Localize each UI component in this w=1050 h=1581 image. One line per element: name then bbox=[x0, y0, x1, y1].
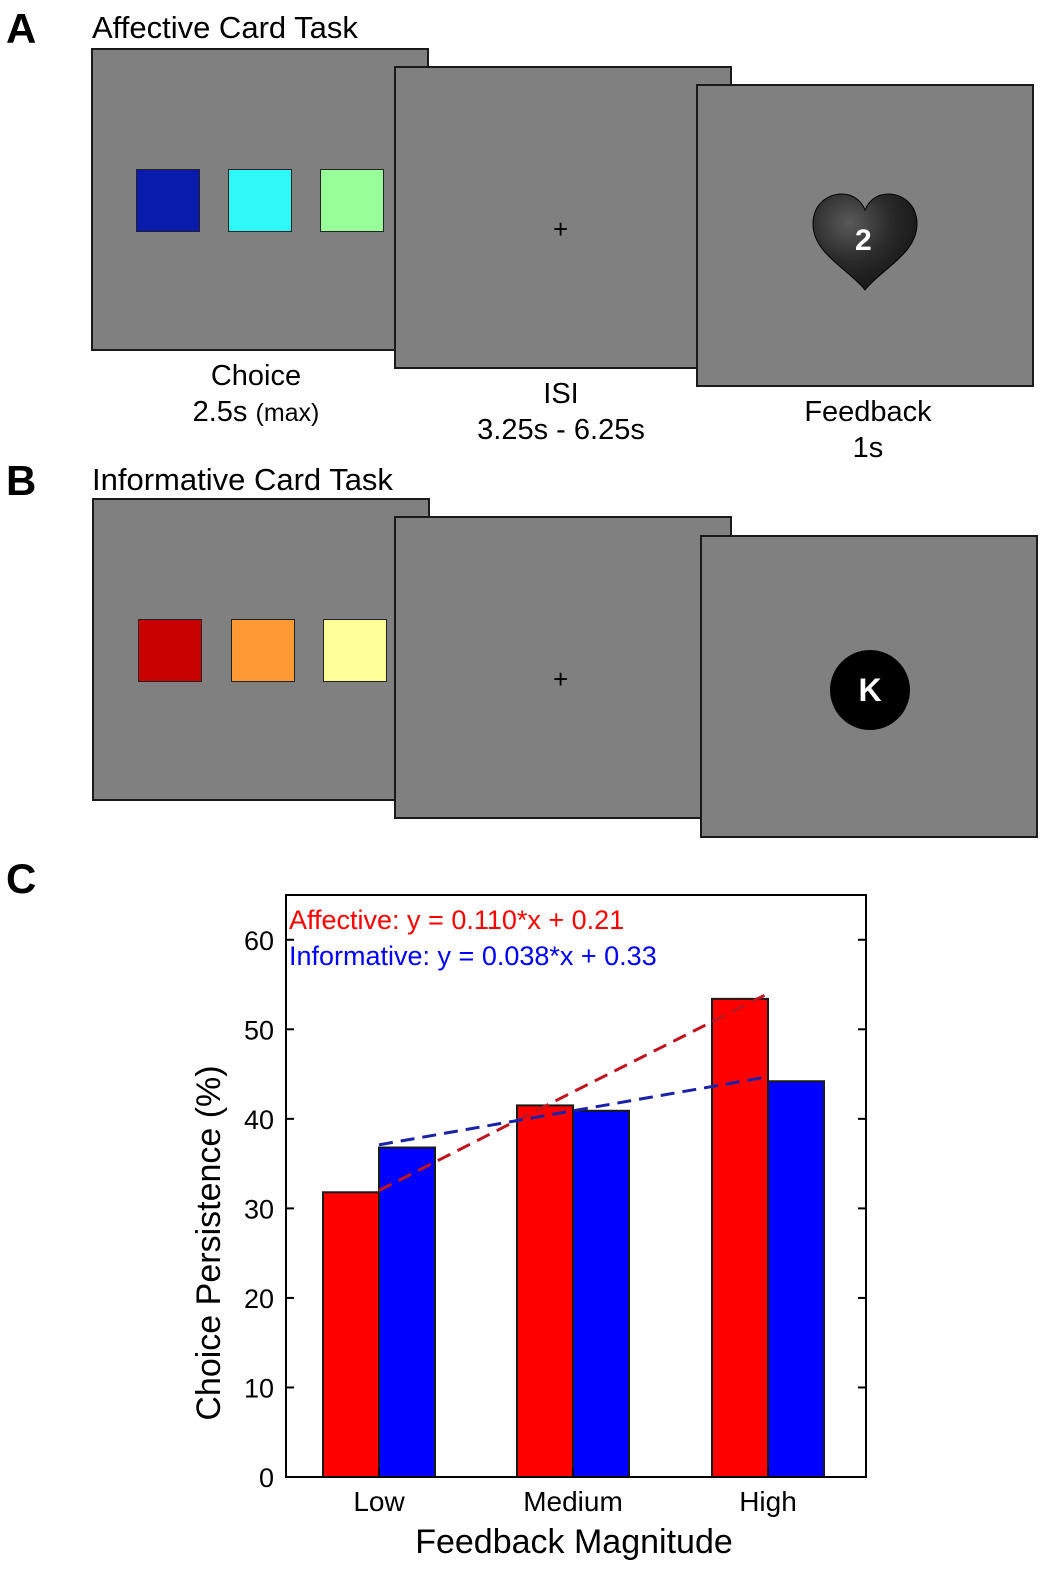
feedback-value-a: 2 bbox=[855, 224, 872, 257]
y-tick-label-30: 30 bbox=[244, 1194, 274, 1224]
x-tick-label-high: High bbox=[739, 1486, 797, 1517]
bar-informative-low bbox=[378, 1146, 436, 1478]
choice-time: 2.5s bbox=[192, 396, 248, 428]
feedback-screen-a: 2 bbox=[696, 84, 1034, 387]
y-tick-label-60: 60 bbox=[244, 926, 274, 956]
isi-screen-a: + bbox=[394, 66, 732, 369]
feedback-value-b: K bbox=[830, 650, 910, 730]
y-tick-label-50: 50 bbox=[244, 1015, 274, 1045]
card-a-1 bbox=[136, 169, 200, 232]
card-b-3 bbox=[323, 619, 387, 682]
panel-c-letter: C bbox=[6, 855, 37, 902]
feedback-time: 1s bbox=[852, 432, 884, 464]
x-axis-label: Feedback Magnitude bbox=[415, 1523, 733, 1561]
choice-caption: Choice 2.5s (max) bbox=[156, 358, 356, 431]
panel-b-title: Informative Card Task bbox=[92, 462, 393, 497]
card-b-2 bbox=[231, 619, 295, 682]
card-b-1 bbox=[138, 619, 202, 682]
choice-screen-b bbox=[92, 498, 430, 801]
choice-screen-a bbox=[91, 48, 429, 351]
bar-affective-medium bbox=[516, 1104, 574, 1479]
heart-icon: 2 bbox=[810, 192, 920, 292]
panel-a-letter: A bbox=[6, 5, 37, 52]
plot-frame bbox=[285, 894, 867, 1478]
bar-affective-high bbox=[711, 997, 769, 1478]
isi-label: ISI bbox=[543, 378, 579, 410]
fit-equation-informative: Informative: y = 0.038*x + 0.33 bbox=[289, 941, 657, 971]
fixation-cross-a: + bbox=[553, 214, 569, 244]
feedback-screen-b: K bbox=[700, 535, 1038, 838]
choice-label: Choice bbox=[210, 360, 302, 392]
fixation-cross-b: + bbox=[553, 664, 569, 694]
fit-equation-affective: Affective: y = 0.110*x + 0.21 bbox=[289, 905, 624, 935]
y-tick-label-40: 40 bbox=[244, 1105, 274, 1135]
heart-shape bbox=[812, 193, 918, 291]
x-tick-label-medium: Medium bbox=[523, 1486, 623, 1517]
persistence-bar-chart: Choice Persistence (%) Feedback Magnitud… bbox=[190, 894, 867, 1561]
panel-a-title: Affective Card Task bbox=[92, 10, 358, 45]
feedback-label: Feedback bbox=[804, 396, 932, 428]
choice-time-line: 2.5s (max) bbox=[156, 394, 356, 431]
isi-caption: ISI 3.25s - 6.25s bbox=[431, 376, 691, 448]
y-tick-label-20: 20 bbox=[244, 1284, 274, 1314]
isi-screen-b: + bbox=[394, 516, 732, 819]
choice-note: (max) bbox=[255, 399, 320, 427]
y-tick-label-0: 0 bbox=[259, 1463, 274, 1493]
isi-time: 3.25s - 6.25s bbox=[477, 414, 645, 446]
card-a-3 bbox=[320, 169, 384, 232]
bar-informative-high bbox=[767, 1080, 825, 1479]
x-tick-label-low: Low bbox=[353, 1486, 405, 1517]
y-axis-label: Choice Persistence (%) bbox=[190, 1065, 228, 1420]
fit-line-affective bbox=[378, 992, 769, 1192]
bar-affective-low bbox=[322, 1191, 380, 1478]
y-tick-label-10: 10 bbox=[244, 1373, 274, 1403]
feedback-caption: Feedback 1s bbox=[768, 394, 968, 466]
panel-b-letter: B bbox=[6, 457, 37, 504]
card-a-2 bbox=[228, 169, 292, 232]
bar-informative-medium bbox=[572, 1109, 630, 1478]
